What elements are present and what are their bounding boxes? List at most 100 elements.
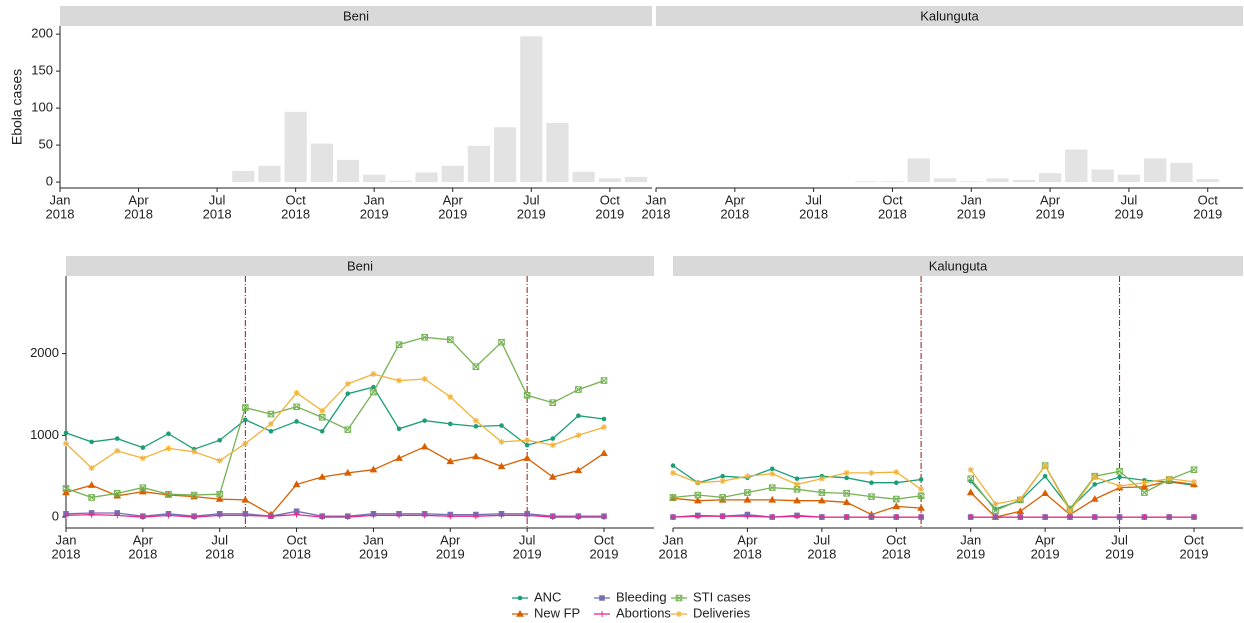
marker [1116, 514, 1123, 521]
marker [215, 495, 224, 502]
marker [497, 462, 506, 470]
y-tick-label: 100 [31, 100, 53, 115]
marker [893, 480, 899, 486]
marker [843, 514, 850, 521]
marker [549, 442, 556, 449]
marker [293, 511, 300, 518]
facet-title: Beni [347, 258, 373, 273]
marker [396, 512, 403, 519]
marker [395, 341, 403, 348]
x-tick-label: Oct [1198, 192, 1219, 207]
marker [191, 448, 198, 455]
marker [1017, 496, 1024, 503]
x-tick-label: 2018 [205, 546, 234, 561]
series-line [65, 446, 605, 516]
bar [1091, 169, 1114, 183]
bar [520, 36, 543, 183]
bar [1196, 179, 1219, 183]
marker [293, 389, 300, 396]
marker [422, 418, 427, 423]
x-tick-label: 2018 [720, 206, 749, 221]
marker [918, 514, 925, 521]
marker [472, 513, 479, 520]
marker [601, 514, 607, 521]
marker [369, 465, 378, 473]
marker [498, 338, 505, 346]
marker [447, 393, 454, 400]
x-tick-label: Oct [886, 532, 907, 547]
marker [1091, 514, 1098, 521]
marker [967, 514, 974, 521]
series-line [672, 464, 1195, 512]
marker [498, 512, 505, 519]
y-axis-title: Ebola cases [9, 69, 25, 145]
marker [670, 463, 676, 468]
marker [1092, 482, 1098, 487]
marker [1190, 466, 1198, 473]
marker [139, 484, 147, 491]
marker [1066, 508, 1073, 515]
legend-label: Deliveries [693, 605, 751, 620]
bar [598, 178, 621, 183]
marker [370, 388, 377, 396]
marker [744, 513, 751, 520]
marker [267, 420, 274, 427]
marker [370, 512, 377, 519]
marker [318, 414, 326, 421]
marker [892, 495, 900, 503]
marker [720, 473, 725, 479]
marker [793, 496, 801, 504]
x-tick-label: Jul [523, 192, 540, 207]
x-tick-label: Oct [600, 192, 621, 207]
bar [1012, 179, 1035, 183]
marker [294, 419, 299, 424]
x-tick-label: Jul [1121, 192, 1138, 207]
bar [855, 181, 878, 183]
x-tick-label: Oct [286, 532, 307, 547]
marker [421, 333, 428, 341]
marker [918, 486, 925, 493]
marker [549, 399, 557, 406]
marker [670, 514, 676, 521]
marker [89, 439, 94, 445]
marker [1116, 483, 1123, 489]
marker [516, 609, 524, 617]
x-tick-label: Jan [646, 192, 667, 207]
marker [1091, 474, 1098, 481]
facet-title: Kalunguta [929, 258, 988, 273]
marker [166, 431, 171, 437]
marker [524, 442, 530, 448]
marker [769, 514, 776, 521]
marker [139, 455, 146, 462]
x-tick-label: Apr [737, 532, 758, 547]
marker [892, 502, 901, 510]
marker [743, 495, 752, 503]
marker [241, 495, 250, 503]
y-tick-label: 2000 [30, 345, 59, 360]
marker [1042, 462, 1049, 469]
x-tick-label: 2019 [513, 546, 542, 561]
x-tick-label: 2019 [436, 546, 465, 561]
marker [499, 423, 504, 428]
x-tick-label: 2019 [517, 206, 546, 221]
marker [472, 417, 479, 424]
marker [794, 513, 801, 520]
x-tick-label: 2018 [52, 546, 81, 561]
bar [310, 143, 333, 183]
marker [446, 336, 454, 344]
marker [446, 457, 455, 465]
marker [719, 513, 726, 520]
marker [1141, 489, 1148, 496]
marker [868, 493, 875, 500]
facet-strip [673, 256, 1243, 276]
marker [601, 424, 607, 431]
marker [190, 491, 198, 499]
x-tick-label: Jul [209, 192, 226, 207]
y-tick-label: 1000 [30, 427, 59, 442]
x-tick-label: Apr [1040, 192, 1061, 207]
bar [284, 111, 307, 183]
marker [421, 512, 428, 519]
bar [336, 159, 360, 183]
marker [893, 514, 900, 521]
marker [114, 436, 120, 441]
